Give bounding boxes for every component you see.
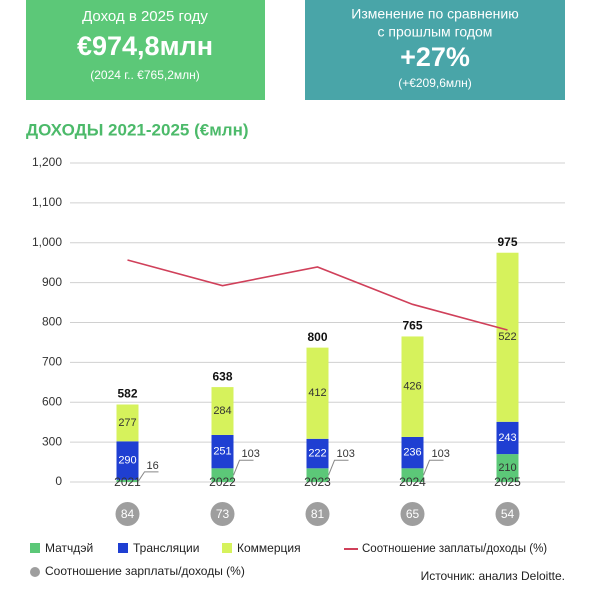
- segment-label: 103: [432, 448, 450, 460]
- y-tick-label: 1,200: [32, 155, 62, 169]
- legend-label: Матчдэй: [45, 541, 93, 555]
- x-tick-label: 2022: [209, 475, 236, 489]
- legend-swatch: [222, 543, 232, 553]
- box-label: с прошлым годом: [378, 24, 493, 40]
- legend-label: Трансляции: [133, 541, 199, 555]
- segment-label: 16: [147, 460, 159, 472]
- ratio-line: [127, 259, 508, 331]
- legend-swatch: [118, 543, 128, 553]
- box-note: (2024 г.. €765,2млн): [90, 68, 200, 82]
- x-tick-label: 2025: [494, 475, 521, 489]
- bar-segment: [116, 479, 139, 482]
- segment-label: 426: [403, 381, 421, 393]
- x-tick-label: 2021: [114, 475, 141, 489]
- total-label: 975: [497, 235, 517, 249]
- bar-segment: [306, 347, 329, 439]
- total-label: 638: [212, 369, 232, 383]
- bar-segment: [211, 434, 234, 469]
- segment-label: 243: [498, 432, 516, 444]
- ratio-circle: [495, 502, 520, 526]
- y-tick-label: 900: [42, 275, 62, 289]
- segment-label: 284: [213, 405, 231, 417]
- legend-label: Соотношение зарплаты/доходы (%): [45, 564, 245, 578]
- bar-segment: [116, 441, 139, 480]
- box-label: Доход в 2025 году: [82, 8, 208, 25]
- ratio-label: 54: [501, 507, 515, 521]
- y-tick-label: 1,100: [32, 195, 62, 209]
- segment-label: 522: [498, 331, 516, 343]
- ratio-circle: [210, 502, 235, 526]
- y-tick-label: 800: [42, 315, 62, 329]
- box-note: (+€209,6млн): [398, 76, 472, 90]
- bar-segment: [211, 387, 234, 435]
- chart-title: ДОХОДЫ 2021-2025 (€млн): [26, 120, 249, 139]
- box-value: +27%: [400, 42, 470, 72]
- segment-label: 103: [242, 448, 260, 460]
- box-label: Изменение по сравнению: [351, 6, 518, 22]
- y-tick-label: 600: [42, 394, 62, 408]
- y-tick-label: 300: [42, 434, 62, 448]
- ratio-label: 84: [121, 507, 135, 521]
- bar-segment: [211, 468, 234, 482]
- y-tick-label: 700: [42, 355, 62, 369]
- legend-swatch: [30, 543, 40, 553]
- bar-segment: [401, 436, 424, 469]
- total-label: 765: [402, 319, 422, 333]
- ratio-label: 81: [311, 507, 325, 521]
- leader-line: [328, 459, 349, 476]
- x-tick-label: 2023: [304, 475, 331, 489]
- total-label: 800: [307, 330, 327, 344]
- bar-segment: [496, 454, 519, 482]
- ratio-label: 65: [406, 507, 420, 521]
- leader-line: [423, 459, 444, 476]
- y-tick-label: 0: [55, 474, 62, 488]
- source: Источник: анализ Deloitte.: [421, 569, 565, 583]
- y-tick-label: 1,000: [32, 235, 62, 249]
- bar-segment: [401, 468, 424, 482]
- segment-label: 277: [118, 417, 136, 429]
- segment-label: 412: [308, 387, 326, 399]
- segment-label: 210: [498, 462, 516, 474]
- segment-label: 103: [337, 448, 355, 460]
- bar-segment: [306, 468, 329, 482]
- segment-label: 236: [403, 447, 421, 459]
- legend-circle: [30, 567, 40, 577]
- x-tick-label: 2024: [399, 475, 426, 489]
- bar-segment: [496, 252, 519, 422]
- ratio-circle: [115, 502, 140, 526]
- ratio-circle: [305, 502, 330, 526]
- bar-segment: [306, 438, 329, 469]
- segment-label: 290: [118, 455, 136, 467]
- legend-label: Коммерция: [237, 541, 301, 555]
- bar-segment: [401, 336, 424, 437]
- segment-label: 222: [308, 447, 326, 459]
- legend-label: Соотношение заплаты/доходы (%): [362, 543, 547, 555]
- ratio-label: 73: [216, 507, 230, 521]
- total-label: 582: [117, 387, 137, 401]
- segment-label: 251: [213, 446, 231, 458]
- revenue-box: [26, 0, 265, 100]
- leader-line: [233, 459, 254, 476]
- leader-line: [138, 471, 159, 482]
- ratio-circle: [400, 502, 425, 526]
- change-box: [305, 0, 565, 100]
- bar-segment: [116, 404, 139, 442]
- bar-segment: [496, 421, 519, 455]
- box-value: €974,8млн: [77, 31, 213, 61]
